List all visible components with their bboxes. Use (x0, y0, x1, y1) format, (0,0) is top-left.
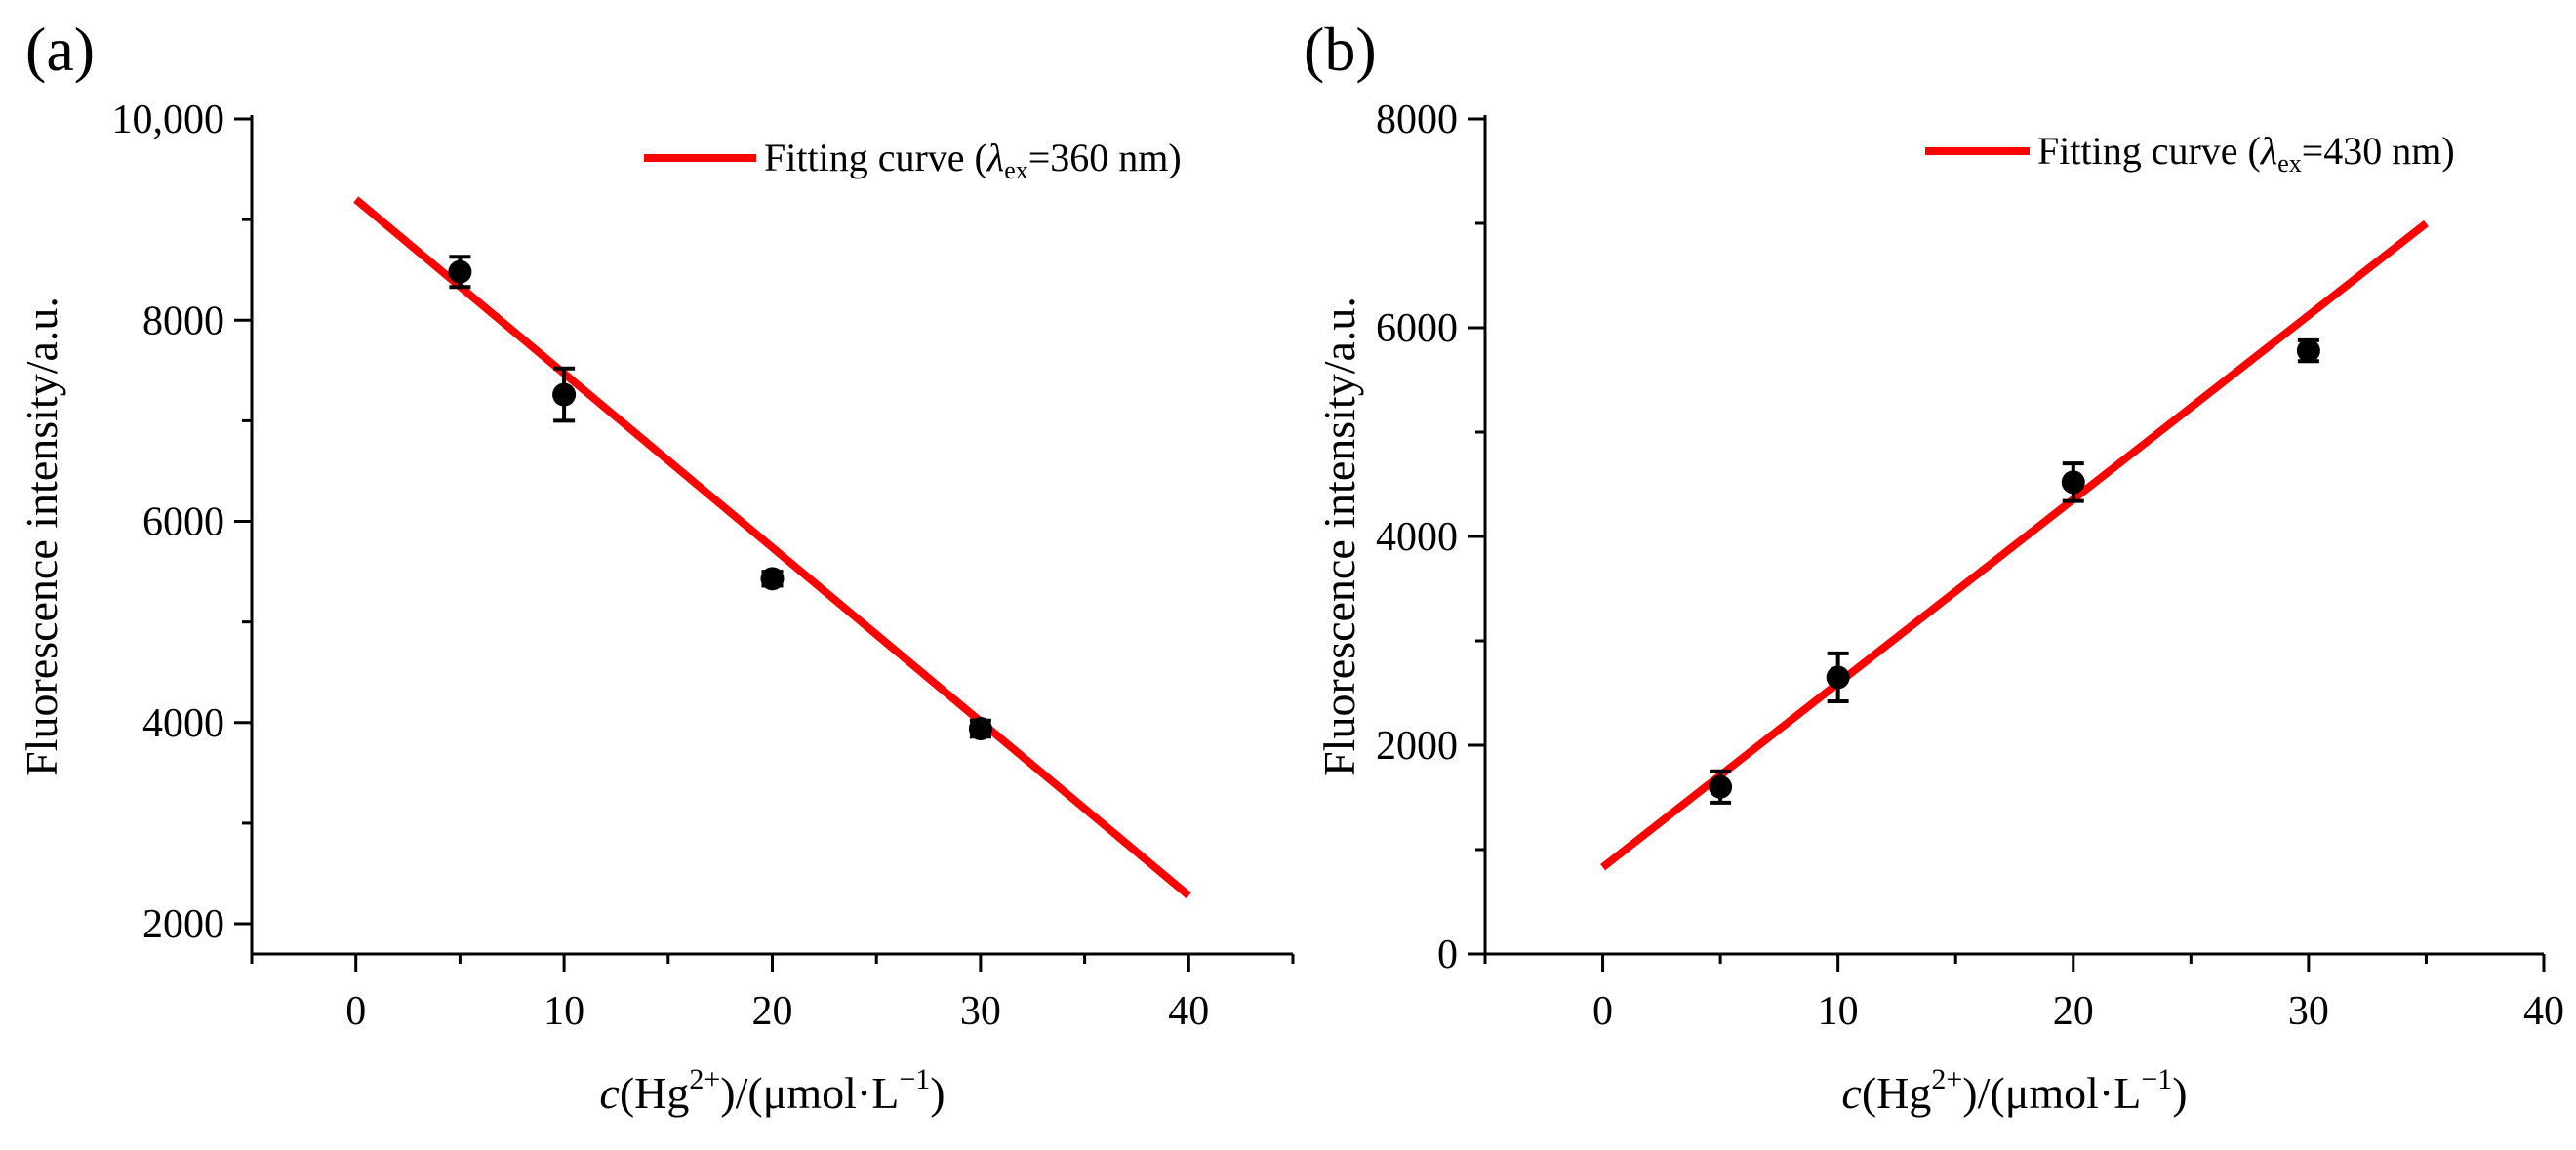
x-title-superscript: 2+ (689, 1063, 720, 1095)
y-tick-label: 6000 (1376, 306, 1458, 351)
x-tick-label: 30 (960, 989, 1001, 1034)
legend-subscript: ex (2277, 149, 2302, 178)
x-tick-label: 10 (543, 989, 584, 1034)
x-axis-title: c(Hg2+)/(μmol·L−1) (1841, 1063, 2187, 1118)
data-point (760, 567, 785, 591)
y-tick-label: 8000 (1376, 98, 1458, 142)
data-point (1826, 665, 1850, 690)
y-axis-title: Fluorescence intensity/a.u. (1314, 297, 1364, 776)
legend-lambda: λ (2260, 129, 2277, 173)
legend-text-part: =360 nm) (1028, 136, 1182, 179)
legend-text-part: Fitting curve ( (764, 136, 987, 179)
y-tick-label: 2000 (142, 902, 224, 947)
legend-label: Fitting curve (λex=430 nm) (2037, 129, 2455, 178)
legend-label: Fitting curve (λex=360 nm) (764, 136, 1182, 184)
fit-line (1600, 219, 2429, 871)
x-title-text: ) (930, 1068, 945, 1118)
x-title-superscript: 2+ (1931, 1063, 1962, 1095)
x-tick-label: 30 (2288, 989, 2329, 1034)
fit-line (353, 196, 1191, 899)
data-point (2061, 470, 2085, 495)
x-title-text: ) (2172, 1068, 2187, 1118)
x-title-text: )/(μmol·L (1962, 1068, 2141, 1118)
legend-text-part: =430 nm) (2302, 129, 2455, 173)
legend-text-part: Fitting curve ( (2037, 129, 2261, 173)
data-point (448, 259, 472, 284)
y-axis-title: Fluorescence intensity/a.u. (17, 297, 66, 776)
x-tick-label: 20 (2053, 989, 2094, 1034)
x-tick-label: 0 (1592, 989, 1613, 1034)
x-tick-label: 10 (1818, 989, 1859, 1034)
y-tick-label: 6000 (142, 500, 224, 545)
x-title-superscript: −1 (2141, 1063, 2172, 1095)
x-tick-label: 40 (1168, 989, 1209, 1034)
data-point (968, 716, 992, 740)
y-tick-label: 4000 (1376, 515, 1458, 560)
x-tick-label: 20 (752, 989, 793, 1034)
panel-label: (a) (25, 15, 95, 84)
data-point (2296, 338, 2320, 363)
x-tick-label: 40 (2523, 989, 2564, 1034)
y-tick-label: 4000 (142, 701, 224, 746)
panel-label: (b) (1304, 15, 1377, 84)
y-tick-label: 2000 (1376, 724, 1458, 769)
x-title-variable: c (599, 1068, 619, 1118)
x-title-text: (Hg (620, 1068, 690, 1118)
x-tick-label: 0 (345, 989, 366, 1034)
y-tick-label: 10,000 (112, 98, 225, 142)
data-point (1709, 774, 1733, 799)
y-tick-label: 8000 (142, 298, 224, 343)
legend-lambda: λ (986, 136, 1004, 179)
x-title-text: (Hg (1862, 1068, 1932, 1118)
panel-a-chart: (a) 0 10 20 30 40 2000 4000 6000 8000 10,000 Fluore… (17, 15, 1295, 1118)
x-axis-title: c(Hg2+)/(μmol·L−1) (599, 1063, 945, 1118)
data-point (552, 382, 577, 407)
x-title-variable: c (1841, 1068, 1861, 1118)
x-title-superscript: −1 (899, 1063, 930, 1095)
y-tick-label: 0 (1437, 932, 1458, 977)
legend-subscript: ex (1004, 156, 1028, 184)
panel-b-chart: (b) 0 10 20 30 40 0 2000 4000 6000 8000 Fluorescenc… (1304, 15, 2564, 1118)
x-title-text: )/(μmol·L (720, 1068, 899, 1118)
